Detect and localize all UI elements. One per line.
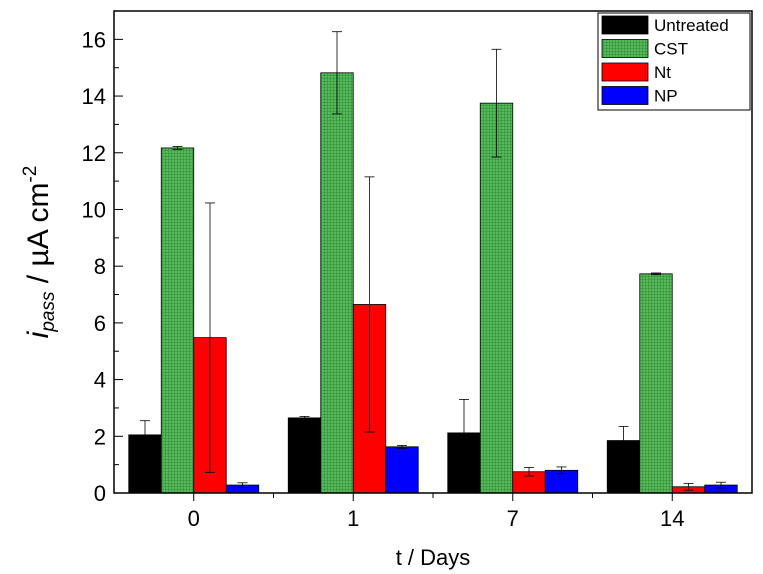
y-tick-label: 2 bbox=[94, 424, 106, 449]
legend: Untreated CST Nt NP bbox=[597, 12, 751, 111]
x-tick-label: 1 bbox=[347, 506, 359, 531]
legend-label-untreated: Untreated bbox=[654, 16, 729, 35]
y-axis-label-subscript: pass bbox=[38, 291, 59, 333]
error-bar-untreated-day-7 bbox=[459, 399, 469, 467]
y-tick-label: 14 bbox=[82, 84, 106, 109]
y-tick-label: 12 bbox=[82, 141, 106, 166]
y-tick-label: 16 bbox=[82, 27, 106, 52]
y-axis-label-main: i bbox=[22, 330, 55, 338]
bar-cst-day-7 bbox=[479, 102, 514, 494]
error-bar-nt-day-7 bbox=[524, 467, 534, 477]
y-axis-label-superscript: -2 bbox=[20, 166, 41, 183]
y-tick-label: 8 bbox=[94, 254, 106, 279]
y-tick-label: 10 bbox=[82, 197, 106, 222]
error-bar-nt-day-14 bbox=[683, 482, 694, 491]
error-bar-cst-day-0 bbox=[172, 146, 183, 150]
error-bar-untreated-day-14 bbox=[618, 425, 629, 456]
legend-swatch-untreated bbox=[601, 15, 649, 35]
legend-swatch-np bbox=[601, 86, 649, 105]
error-bar-untreated-day-0 bbox=[140, 420, 150, 450]
bar-np-day-1 bbox=[385, 446, 419, 494]
x-tick-label: 0 bbox=[188, 506, 200, 531]
y-tick-label: 4 bbox=[94, 368, 106, 393]
error-bar-cst-day-1 bbox=[332, 31, 342, 115]
bar-untreated-day-1 bbox=[287, 417, 322, 494]
x-axis: 0 1 7 14 bbox=[188, 493, 684, 531]
y-tick-label: 0 bbox=[94, 481, 106, 506]
bar-cst-day-0 bbox=[160, 147, 195, 494]
legend-label-np: NP bbox=[654, 87, 678, 106]
x-tick-label: 14 bbox=[660, 506, 684, 531]
error-bar-nt-day-0 bbox=[205, 202, 215, 473]
legend-swatch-nt bbox=[601, 62, 649, 82]
error-bar-cst-day-14 bbox=[651, 272, 661, 276]
error-bar-nt-day-1 bbox=[364, 176, 375, 433]
legend-label-cst: CST bbox=[654, 40, 688, 59]
error-bar-untreated-day-1 bbox=[299, 416, 310, 420]
legend-label-nt: Nt bbox=[654, 63, 671, 82]
bars-layer bbox=[128, 72, 738, 494]
error-bar-np-day-1 bbox=[397, 444, 407, 449]
y-axis-label-unit: / µA cm bbox=[22, 183, 55, 292]
legend-swatch-cst bbox=[601, 39, 649, 58]
x-axis-label: t / Days bbox=[396, 545, 471, 570]
error-bar-np-day-0 bbox=[237, 482, 248, 488]
bar-cst-day-1 bbox=[320, 72, 354, 494]
bar-cst-day-14 bbox=[639, 273, 673, 494]
y-axis: 0 2 4 6 8 10 12 14 16 bbox=[82, 10, 123, 506]
error-bar-np-day-7 bbox=[556, 466, 567, 475]
error-bar-np-day-14 bbox=[716, 481, 726, 489]
y-axis-label: ipass / µA cm-2 bbox=[20, 166, 59, 339]
x-tick-label: 7 bbox=[507, 506, 519, 531]
error-bars-layer bbox=[140, 31, 726, 491]
y-tick-label: 6 bbox=[94, 311, 106, 336]
error-bar-cst-day-7 bbox=[491, 48, 502, 158]
